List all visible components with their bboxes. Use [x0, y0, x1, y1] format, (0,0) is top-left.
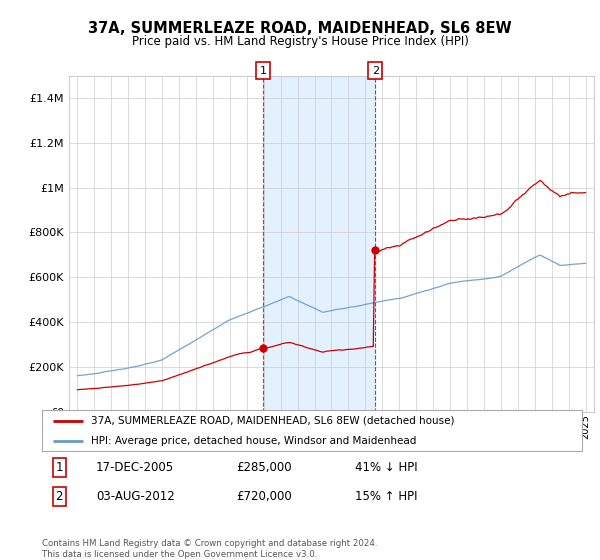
- Text: 03-AUG-2012: 03-AUG-2012: [96, 490, 175, 503]
- Text: £720,000: £720,000: [236, 490, 292, 503]
- Text: 1: 1: [260, 66, 266, 76]
- Text: 17-DEC-2005: 17-DEC-2005: [96, 461, 174, 474]
- Text: £285,000: £285,000: [236, 461, 292, 474]
- Text: 37A, SUMMERLEAZE ROAD, MAIDENHEAD, SL6 8EW: 37A, SUMMERLEAZE ROAD, MAIDENHEAD, SL6 8…: [88, 21, 512, 36]
- Text: Contains HM Land Registry data © Crown copyright and database right 2024.
This d: Contains HM Land Registry data © Crown c…: [42, 539, 377, 559]
- Text: 41% ↓ HPI: 41% ↓ HPI: [355, 461, 418, 474]
- Text: 37A, SUMMERLEAZE ROAD, MAIDENHEAD, SL6 8EW (detached house): 37A, SUMMERLEAZE ROAD, MAIDENHEAD, SL6 8…: [91, 416, 454, 426]
- Bar: [263, 76, 376, 412]
- Text: 1: 1: [56, 461, 63, 474]
- Text: Price paid vs. HM Land Registry's House Price Index (HPI): Price paid vs. HM Land Registry's House …: [131, 35, 469, 48]
- Text: 2: 2: [372, 66, 379, 76]
- Text: 2: 2: [56, 490, 63, 503]
- Text: 15% ↑ HPI: 15% ↑ HPI: [355, 490, 418, 503]
- Text: HPI: Average price, detached house, Windsor and Maidenhead: HPI: Average price, detached house, Wind…: [91, 436, 416, 446]
